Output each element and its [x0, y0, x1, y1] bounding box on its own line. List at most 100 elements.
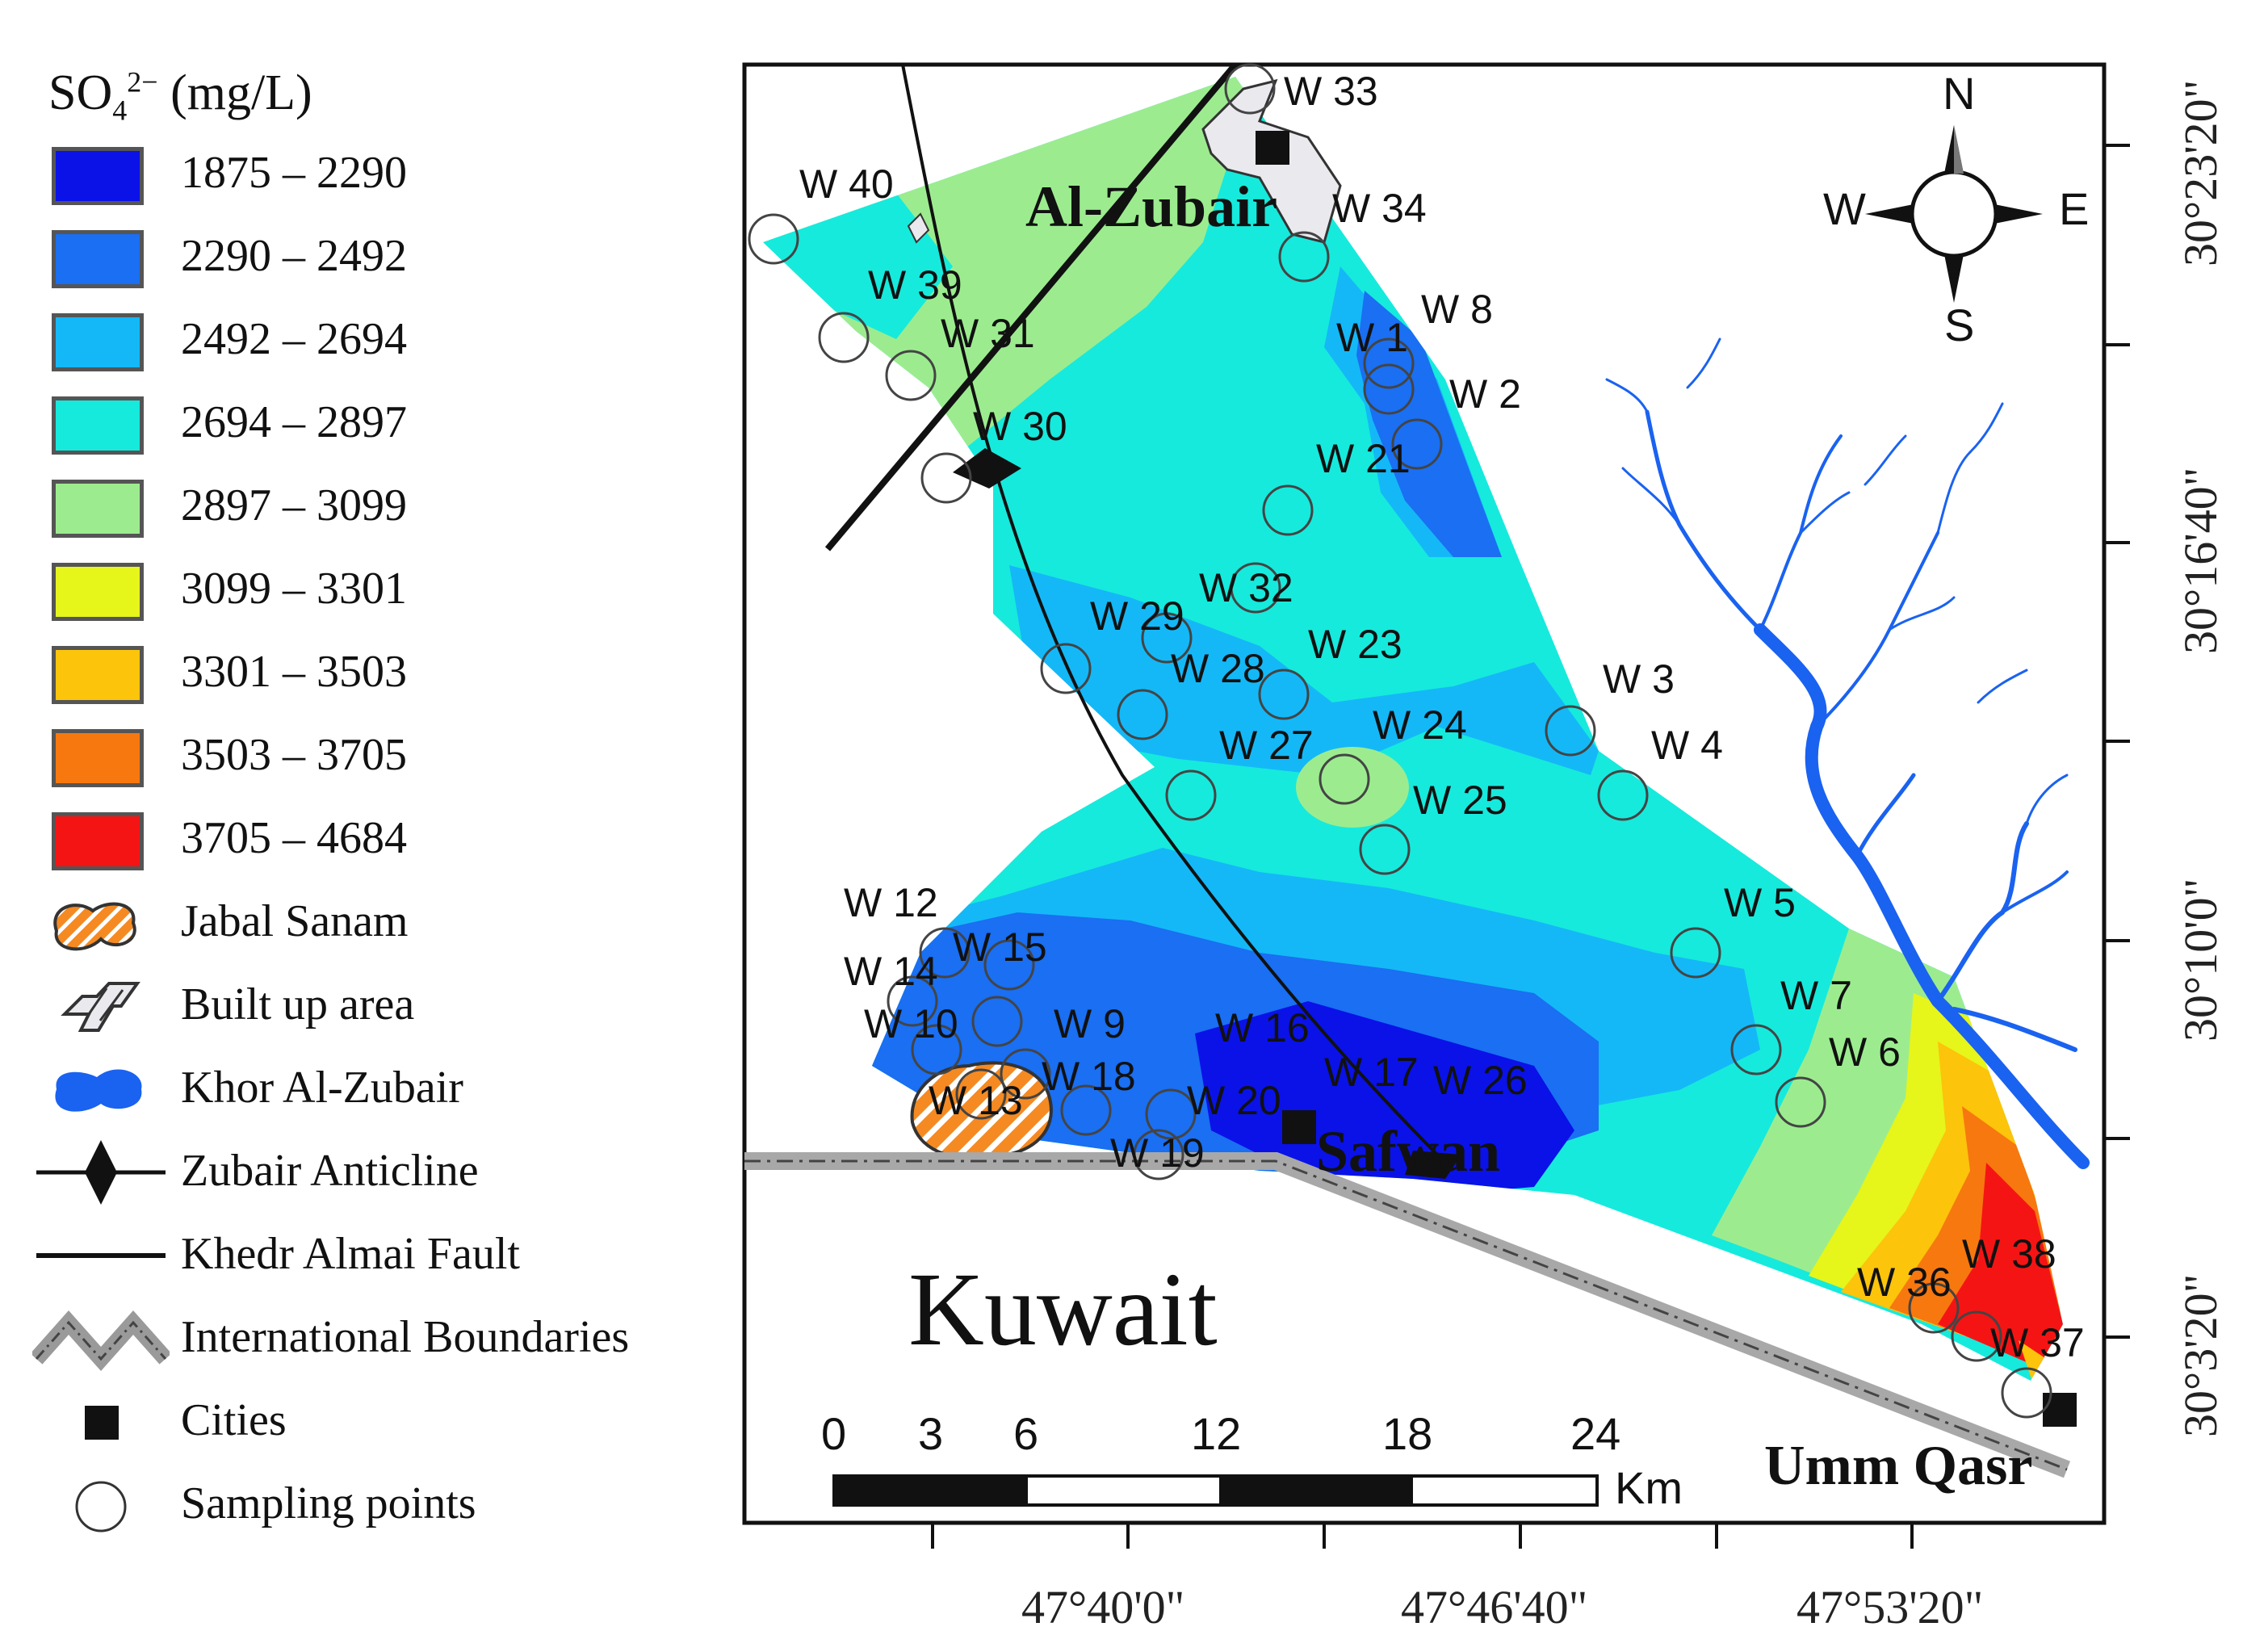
well-label: W 12 — [844, 880, 938, 925]
legend-swatch — [52, 313, 144, 371]
legend-swatch — [52, 480, 144, 538]
legend-class-label: 3301 – 3503 — [181, 647, 407, 697]
well-label: W 21 — [1316, 436, 1411, 481]
legend-boundaries: International Boundaries — [0, 1298, 727, 1379]
city-label-safwan: Safwan — [1316, 1119, 1500, 1184]
sampling-point — [1165, 769, 1217, 821]
city-umm-qasr-marker — [2043, 1393, 2077, 1427]
legend-symbol-label: International Boundaries — [181, 1312, 630, 1362]
legend-class-label: 3705 – 4684 — [181, 813, 407, 863]
sampling-points — [748, 63, 2052, 1419]
scale-tick-12: 12 — [1191, 1408, 1241, 1459]
legend-class-5: 2897 – 3099 — [0, 467, 727, 547]
legend-class-8: 3503 – 3705 — [0, 716, 727, 797]
scale-tick-24: 24 — [1570, 1408, 1620, 1459]
legend-class-7: 3301 – 3503 — [0, 633, 727, 714]
legend-fault: Khedr Almai Fault — [0, 1215, 727, 1296]
legend-class-4: 2694 – 2897 — [0, 384, 727, 464]
country-label-kuwait: Kuwait — [908, 1252, 1218, 1368]
legend-zubair-anticline: Zubair Anticline — [0, 1132, 727, 1213]
sampling-point — [920, 452, 972, 504]
compass-n: N — [1943, 68, 1975, 119]
city-safwan-marker — [1282, 1110, 1316, 1144]
city-al-zubair-marker — [1256, 131, 1289, 165]
legend-symbol-label: Khor Al-Zubair — [181, 1063, 463, 1113]
legend-class-label: 2694 – 2897 — [181, 397, 407, 447]
sampling-point — [748, 213, 799, 265]
sampling-point — [1391, 418, 1443, 470]
well-label: W 9 — [1054, 1001, 1126, 1046]
sampling-point — [2001, 1367, 2052, 1419]
longitude-label: 47°53'20" — [1796, 1581, 1983, 1633]
latitude-label: 30°3'20" — [2174, 1274, 2227, 1437]
well-label: W 13 — [929, 1078, 1023, 1123]
sampling-point — [1363, 363, 1415, 415]
sampling-point — [1133, 1129, 1184, 1180]
well-label: W 10 — [864, 1001, 958, 1046]
well-label: W 18 — [1042, 1054, 1136, 1099]
well-label: W 17 — [1324, 1050, 1419, 1095]
well-label: W 38 — [1962, 1231, 2056, 1277]
sampling-point — [1278, 231, 1330, 283]
sampling-point — [1040, 643, 1092, 694]
scale-tick-6: 6 — [1013, 1408, 1038, 1459]
legend-class-2: 2290 – 2492 — [0, 217, 727, 298]
sampling-point — [1258, 669, 1310, 720]
well-label: W 24 — [1373, 702, 1467, 748]
legend-class-label: 2492 – 2694 — [181, 314, 407, 364]
legend-title-sub: 4 — [112, 94, 128, 127]
well-label: W 31 — [941, 311, 1035, 356]
water-body-icon — [55, 1069, 142, 1112]
well-label: W 25 — [1413, 778, 1507, 823]
anticline-diamond-icon — [36, 1140, 166, 1205]
map-legend: SO42− (mg/L) 1875 – 2290 2290 – 2492 249… — [0, 0, 727, 1652]
well-label: W 20 — [1187, 1078, 1281, 1123]
sampling-point — [983, 939, 1035, 991]
legend-symbol-label: Cities — [181, 1395, 287, 1445]
sampling-point — [1670, 927, 1721, 979]
well-labels: W 33 W 34 W 40 W 39 W 31 W 30 W 1 W 8 W … — [799, 69, 2085, 1365]
sampling-point — [1224, 63, 1276, 115]
sampling-point — [1145, 1088, 1197, 1140]
sampling-point — [1363, 338, 1415, 389]
sampling-point — [1359, 824, 1411, 875]
city-square-icon — [85, 1406, 119, 1440]
khor-al-zubair — [1605, 338, 2090, 1169]
well-label: W 27 — [1219, 723, 1314, 768]
well-label: W 29 — [1090, 593, 1184, 639]
legend-sampling-points: Sampling points — [0, 1465, 727, 1545]
khedr-almai-fault — [824, 62, 1239, 551]
legend-class-label: 3503 – 3705 — [181, 730, 407, 780]
sampling-point — [1951, 1310, 2002, 1362]
sampling-point — [1230, 562, 1281, 614]
legend-swatch — [52, 563, 144, 621]
legend-swatch — [52, 729, 144, 787]
legend-class-1: 1875 – 2290 — [0, 134, 727, 215]
legend-class-3: 2492 – 2694 — [0, 300, 727, 381]
built-up-area-small — [907, 212, 930, 244]
sampling-point — [919, 927, 971, 979]
well-label: W 2 — [1449, 371, 1521, 417]
city-label-umm-qasr: Umm Qasr — [1764, 1435, 2032, 1497]
scale-tick-18: 18 — [1382, 1408, 1432, 1459]
sampling-point — [1141, 612, 1193, 664]
sampling-point — [1319, 753, 1370, 805]
well-label: W 26 — [1433, 1058, 1528, 1103]
sampling-point — [1730, 1024, 1782, 1075]
north-arrow-icon: N S E W — [1823, 68, 2089, 350]
sampling-circle-icon — [75, 1481, 127, 1533]
legend-class-label: 3099 – 3301 — [181, 564, 407, 614]
sampling-point — [818, 312, 870, 363]
legend-class-9: 3705 – 4684 — [0, 799, 727, 880]
legend-symbol-label: Sampling points — [181, 1478, 476, 1528]
city-label-al-zubair: Al-Zubair — [1025, 174, 1277, 239]
legend-title-unit: (mg/L) — [170, 65, 312, 120]
latitude-label: 30°23'20" — [2174, 80, 2227, 266]
sampling-point — [1908, 1282, 1960, 1334]
legend-khor-al-zubair: Khor Al-Zubair — [0, 1049, 727, 1130]
axis-ticks — [931, 144, 2130, 1549]
legend-title-main: SO — [48, 65, 113, 120]
scale-tick-3: 3 — [918, 1408, 943, 1459]
zone-3705-4684 — [1938, 1163, 2063, 1373]
legend-cities: Cities — [0, 1382, 727, 1462]
